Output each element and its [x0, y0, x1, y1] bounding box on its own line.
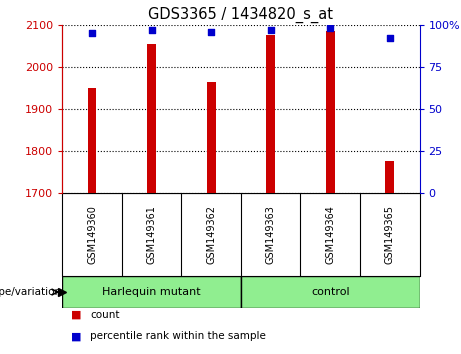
Text: GSM149364: GSM149364: [325, 205, 335, 264]
Point: [267, 27, 274, 33]
Point: [207, 29, 215, 34]
Text: GSM149365: GSM149365: [385, 205, 395, 264]
Text: control: control: [311, 287, 349, 297]
Text: GSM149362: GSM149362: [206, 205, 216, 264]
Bar: [266, 35, 275, 193]
Text: percentile rank within the sample: percentile rank within the sample: [90, 331, 266, 341]
Point: [326, 25, 334, 31]
Bar: [147, 44, 156, 193]
Point: [386, 35, 393, 41]
Text: Harlequin mutant: Harlequin mutant: [102, 287, 201, 297]
Text: count: count: [90, 310, 119, 320]
Point: [148, 27, 155, 33]
Text: ■: ■: [71, 331, 82, 341]
Point: [89, 30, 96, 36]
Title: GDS3365 / 1434820_s_at: GDS3365 / 1434820_s_at: [148, 7, 333, 23]
Text: ■: ■: [71, 310, 82, 320]
Text: GSM149363: GSM149363: [266, 205, 276, 264]
Bar: [88, 88, 96, 193]
Text: genotype/variation: genotype/variation: [0, 287, 61, 297]
Bar: [326, 31, 335, 193]
Bar: [207, 81, 216, 193]
Bar: [241, 276, 420, 308]
Text: GSM149360: GSM149360: [87, 205, 97, 264]
Text: GSM149361: GSM149361: [147, 205, 157, 264]
Bar: [62, 276, 241, 308]
Bar: [385, 161, 394, 193]
